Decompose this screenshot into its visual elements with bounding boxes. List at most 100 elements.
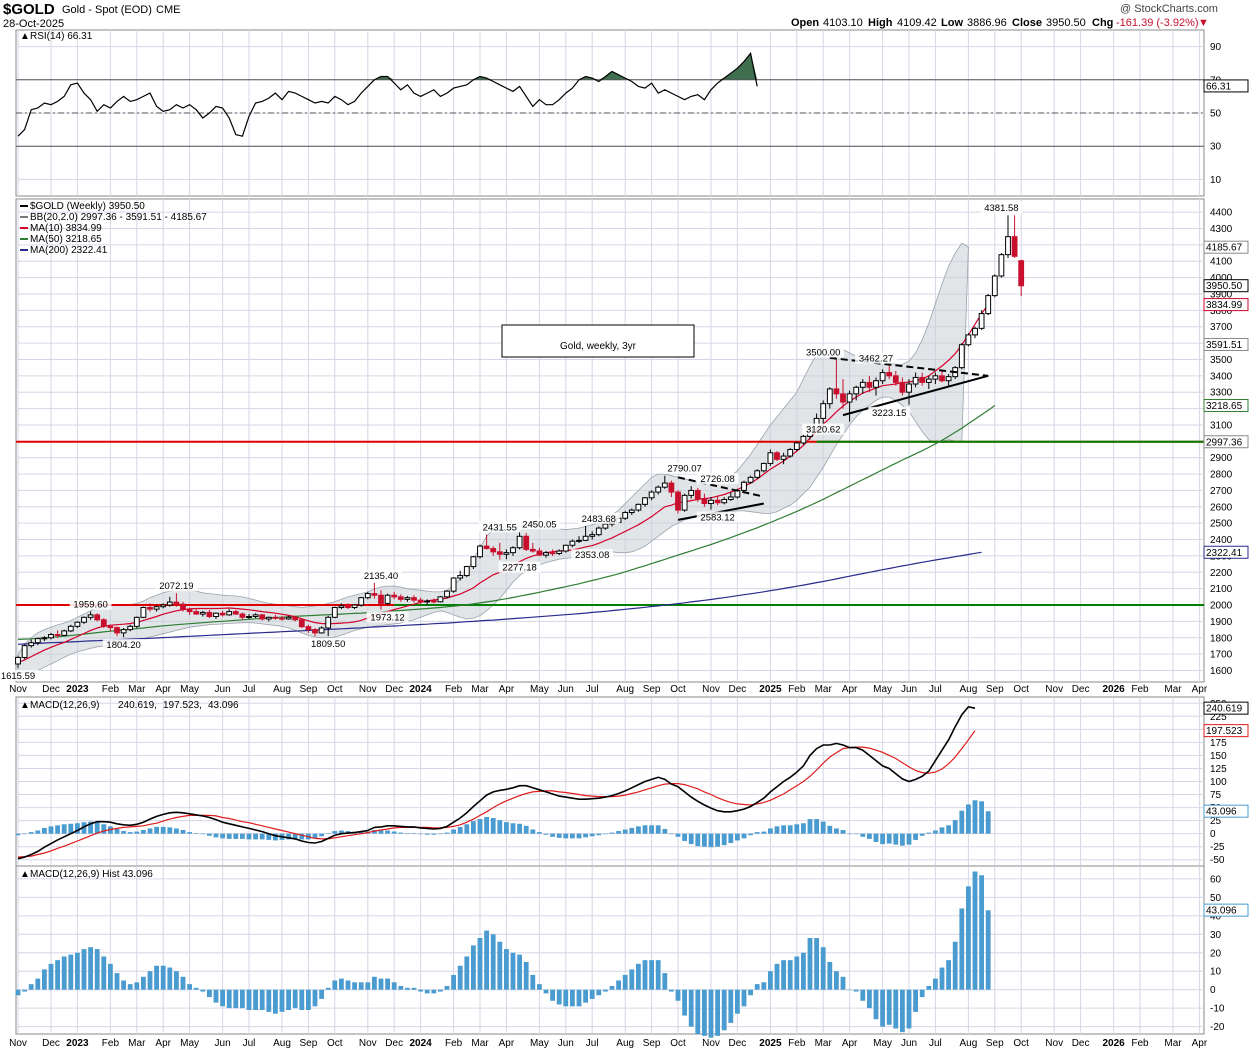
- macd-hist-bar: [35, 830, 41, 834]
- hist-bar: [609, 986, 615, 990]
- hist-bar: [273, 989, 278, 1014]
- candle-up: [28, 642, 35, 647]
- price-annotation-bg: [571, 549, 614, 561]
- price-annotation: 2483.68: [582, 514, 616, 525]
- hist-bar: [306, 989, 311, 1010]
- candle-up: [21, 645, 28, 658]
- macd-hist-bar: [464, 824, 470, 834]
- macd-hist-bar: [213, 833, 219, 838]
- macd-hist-bar: [259, 833, 265, 840]
- price-right-tag-box: [1203, 337, 1249, 351]
- hist-bar: [438, 989, 443, 992]
- macd-hist-bar: [391, 831, 397, 834]
- hist-bar: [312, 989, 318, 1007]
- hist-bar: [253, 989, 258, 1010]
- x-tick-label: Apr: [155, 684, 171, 695]
- candle-up: [576, 539, 582, 542]
- symbol: $GOLD: [3, 1, 55, 18]
- x-tick-label: Sep: [643, 1038, 661, 1049]
- hist-bar: [873, 989, 879, 1020]
- price-annotation-bg: [0, 669, 39, 681]
- hist-tick-label: 40: [1210, 911, 1222, 922]
- macd-hist-bar: [101, 824, 107, 834]
- hist-bar: [662, 973, 668, 990]
- candle-up: [325, 616, 332, 629]
- x-tick-label: Jul: [929, 1038, 942, 1049]
- x-tick-label: Apr: [842, 1038, 858, 1049]
- price-legend-entry: $GOLD (Weekly) 3950.50: [30, 201, 145, 212]
- macd-hist-bar: [411, 833, 417, 834]
- macd-hist-bar: [688, 833, 694, 845]
- candle-up: [562, 544, 569, 552]
- macd-hist-bar: [490, 818, 496, 834]
- candle-up: [595, 527, 602, 536]
- x-tick-label: Nov: [1045, 684, 1063, 695]
- candle-up: [642, 497, 648, 505]
- x-tick-label: Mar: [471, 1038, 489, 1049]
- x-tick-label: Mar: [1164, 1038, 1182, 1049]
- macd-hist-bar: [378, 830, 384, 834]
- macd-hist-bar: [22, 833, 27, 835]
- hist-bar: [226, 989, 232, 1009]
- x-tick-label: Dec: [729, 684, 747, 695]
- price-tick-label: 3700: [1210, 322, 1233, 333]
- price-right-tag: 2322.41: [1206, 548, 1243, 559]
- candle-up: [120, 629, 127, 634]
- macd-hist-bar: [609, 832, 615, 834]
- price-legend-entry: BB(20,2.0) 2997.36 - 3591.51 - 4185.67: [30, 212, 207, 223]
- x-tick-label: Jun: [558, 1038, 574, 1049]
- candle-up: [351, 604, 358, 609]
- candle-up: [81, 616, 87, 623]
- hist-tick-label: -20: [1210, 1022, 1225, 1033]
- macd-hist-bar: [339, 830, 344, 834]
- candle-down: [305, 626, 312, 631]
- candle-up: [978, 313, 985, 329]
- macd-line: [17, 706, 976, 860]
- macd-hist-bar: [15, 833, 21, 836]
- candle-up: [998, 254, 1005, 277]
- macd-tick-label: 175: [1210, 738, 1227, 749]
- hist-panel-last-value-box: [1203, 903, 1249, 917]
- x-tick-label: Nov: [9, 1038, 27, 1049]
- hist-bar: [728, 989, 734, 1023]
- macd-hist-bar: [946, 825, 951, 834]
- candle-up: [213, 612, 219, 618]
- hist-bar: [101, 956, 107, 990]
- x-tick-label: Feb: [445, 1038, 463, 1049]
- macd-hist-bar: [893, 833, 899, 845]
- candle-up: [820, 403, 827, 419]
- candle-up: [153, 606, 160, 610]
- hist-bar: [867, 989, 872, 1009]
- candle-down: [206, 611, 213, 618]
- candle-up: [160, 604, 167, 608]
- candle-up: [516, 535, 523, 549]
- macd-hist-bar: [827, 825, 833, 834]
- hist-bar: [81, 949, 87, 990]
- candle-down: [272, 616, 279, 619]
- hist-bar: [603, 989, 608, 992]
- candle-down: [397, 596, 404, 600]
- hist-bar: [820, 947, 826, 990]
- candle-up: [965, 334, 972, 346]
- hist-legend: MACD(12,26,9) Hist 43.096: [30, 869, 153, 880]
- candle-down: [94, 614, 101, 621]
- hist-tick-label: 30: [1210, 930, 1222, 941]
- candle-up: [741, 481, 747, 491]
- signal-last-value-box: [1203, 724, 1249, 738]
- macd-hist-bar: [193, 833, 199, 834]
- x-tick-label: 2026: [1102, 684, 1125, 695]
- macd-hist-bar: [853, 833, 859, 835]
- macd-hist-bar: [952, 820, 958, 834]
- macd-hist-bar: [372, 830, 377, 834]
- candle-down: [668, 482, 675, 493]
- hist-bar: [345, 980, 351, 990]
- x-tick-label: May: [530, 1038, 549, 1049]
- candle-up: [760, 462, 767, 472]
- rsi-last-value: 66.31: [1206, 81, 1231, 92]
- macd-hist-bar: [616, 831, 621, 834]
- candle-up: [780, 455, 787, 460]
- candle-up: [140, 607, 147, 618]
- price-annotation-bg: [802, 423, 845, 435]
- price-annotation: 2726.08: [700, 474, 734, 485]
- macd-hist-bar: [728, 833, 734, 844]
